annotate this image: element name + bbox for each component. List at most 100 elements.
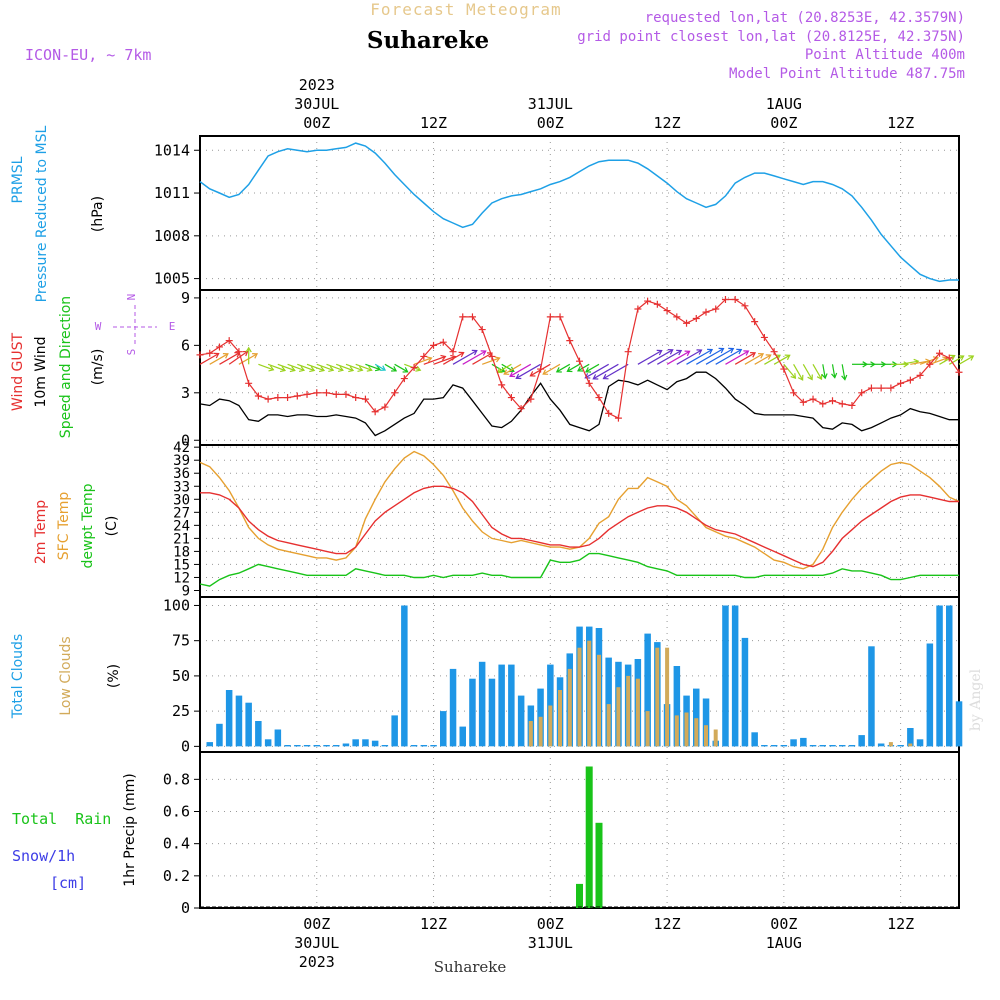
wind-direction-arrow (783, 363, 796, 379)
low-cloud-bar (616, 687, 621, 747)
total-cloud-bar (829, 745, 836, 747)
compass-north: N (125, 294, 138, 301)
wind-direction-arrow (676, 349, 702, 365)
total-cloud-bar (333, 745, 340, 747)
wind-gust-marker (381, 403, 389, 411)
panel-frame (199, 135, 960, 291)
y-tick-label: 0.2 (163, 867, 190, 885)
top-time-label: 12Z (887, 114, 914, 132)
wind-direction-arrow (316, 363, 334, 371)
wind-gust-marker (507, 394, 515, 402)
wind-arrow-head (932, 356, 939, 363)
wind-arrow-head (357, 366, 364, 372)
total-cloud-bar (255, 721, 262, 747)
wind-gust-marker (400, 375, 408, 383)
snow-unit: [cm] (50, 874, 86, 892)
top-time-label: 00Z (303, 114, 330, 132)
low-cloud-bar (694, 718, 699, 747)
low-cloud-bar (674, 715, 679, 747)
bottom-time-label: 00Z (537, 915, 564, 933)
bottom-time-label: 1AUG (766, 934, 802, 952)
wind-gust-marker (371, 408, 379, 416)
dewpt-label: dewpt Temp (80, 483, 96, 568)
temp-unit: (C) (104, 516, 120, 537)
wind-arrow-head (509, 371, 516, 378)
panel-frame (199, 444, 960, 598)
station-title: Suhareke (367, 27, 489, 54)
bottom-time-label: 12Z (654, 915, 681, 933)
wind-gust-marker (361, 395, 369, 403)
wind-gust-marker (585, 379, 593, 387)
wind-gust-marker (478, 326, 486, 334)
y-tick-label: 42 (173, 440, 190, 456)
total-cloud-bar (323, 745, 330, 747)
wind-gust-marker (546, 313, 554, 321)
total-cloud-bar (284, 745, 291, 747)
y-tick-label: 0.4 (163, 835, 190, 853)
wind-gust-marker (556, 313, 564, 321)
wind-direction-arrow (577, 363, 590, 372)
wind-direction-arrow (199, 353, 219, 365)
y-tick-label: 0 (181, 431, 190, 449)
pressure-label-long: Pressure Reduced to MSL (34, 125, 50, 302)
total-cloud-bar (371, 740, 379, 747)
top-time-label: 30JUL (294, 95, 339, 113)
y-tick-label: 24 (173, 518, 190, 534)
total-cloud-bar (508, 664, 515, 747)
wind-arrow-head (508, 366, 515, 373)
wind-gust-marker (498, 381, 506, 389)
pressure-unit: (hPa) (90, 196, 106, 232)
low-cloud-bar (713, 729, 718, 747)
low-cloud-bar (548, 705, 553, 747)
total-cloud-bar (741, 637, 749, 747)
wind-gust-marker (284, 394, 292, 402)
wind-direction-arrow (423, 355, 446, 365)
low-cloud-bar (645, 711, 650, 747)
wind-arrow-head (684, 350, 691, 357)
wind-gust-marker (955, 368, 963, 376)
wind-arrow-head (366, 365, 373, 372)
wind-direction-arrow (267, 363, 286, 372)
wind-gust-marker (858, 389, 866, 397)
y-tick-label: 1011 (154, 184, 190, 202)
low-cloud-bar (606, 704, 611, 747)
wind-direction-arrow (472, 352, 493, 365)
wind-arrow-head (602, 373, 609, 380)
y-tick-label: 18 (173, 544, 190, 560)
wind-direction-arrow (686, 349, 713, 365)
y-tick-label: 0.6 (163, 803, 190, 821)
total-cloud-bar (420, 745, 428, 747)
wind-gust-marker (829, 397, 836, 405)
wind-arrow-head (222, 353, 229, 359)
total-cloud-bar (381, 745, 389, 747)
wind-arrow-head (402, 367, 409, 373)
wind-direction-arrow (219, 352, 240, 365)
compass-west: W (95, 320, 102, 333)
total-cloud-bar (731, 605, 739, 747)
y-tick-label: 1014 (154, 141, 190, 159)
bottom-time-label: 12Z (887, 915, 914, 933)
low-cloud-bar (665, 647, 670, 747)
total-cloud-bar (449, 668, 457, 747)
wind-gust-marker (897, 379, 905, 387)
wind-direction-arrow (705, 348, 734, 365)
wind-direction-arrow (556, 363, 571, 373)
wind-gust-marker (215, 343, 223, 351)
wind-gust-marker (624, 348, 632, 356)
wind-direction-arrow (831, 364, 836, 378)
wind-gust-marker (663, 307, 671, 315)
y-tick-label: 1005 (154, 270, 190, 288)
total-cloud-bar (751, 732, 758, 747)
low-cloud-bar (538, 716, 543, 747)
rain-label: Total Rain (12, 810, 111, 828)
pressure-line (199, 142, 959, 283)
total-cloud-bar (245, 702, 252, 747)
y-tick-label: 1008 (154, 227, 190, 245)
wind-direction-arrow (696, 348, 724, 365)
wind-direction-arrow (277, 363, 296, 372)
wind-arrow-head (566, 366, 573, 373)
wind-direction-arrow (822, 364, 826, 379)
low-cloud-bar (626, 675, 631, 747)
wind-arrow-head (743, 350, 750, 356)
total-cloud-bar (410, 745, 418, 747)
